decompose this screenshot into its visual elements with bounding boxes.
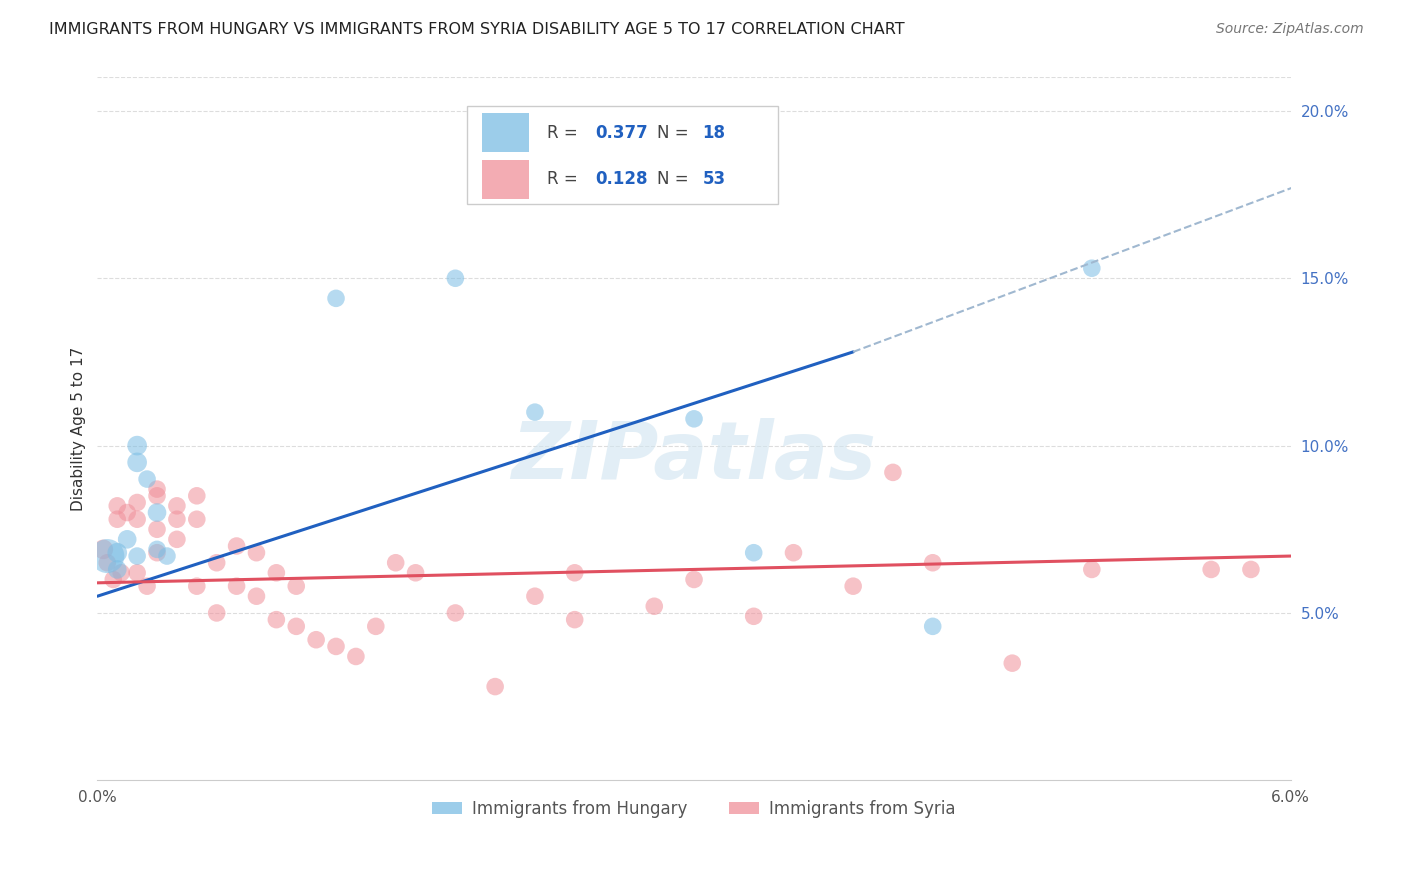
Point <box>523 589 546 603</box>
Point <box>146 542 169 557</box>
Point <box>564 613 586 627</box>
Point <box>1001 656 1024 670</box>
Point <box>444 271 467 285</box>
Point <box>103 573 125 587</box>
Text: N =: N = <box>657 170 695 188</box>
Point <box>266 566 288 580</box>
Point <box>146 546 169 560</box>
Text: Source: ZipAtlas.com: Source: ZipAtlas.com <box>1216 22 1364 37</box>
Point <box>842 579 865 593</box>
Point <box>127 495 149 509</box>
Point <box>921 556 943 570</box>
Text: 18: 18 <box>703 124 725 142</box>
Point <box>643 599 665 614</box>
Point <box>882 466 904 480</box>
Point <box>742 546 765 560</box>
FancyBboxPatch shape <box>467 105 778 204</box>
Point <box>1240 562 1263 576</box>
Point <box>146 482 169 496</box>
Point <box>186 489 208 503</box>
Point <box>105 546 128 560</box>
Text: 53: 53 <box>703 170 725 188</box>
Point <box>325 640 347 654</box>
Point <box>225 579 247 593</box>
Point <box>205 556 228 570</box>
Point <box>105 562 128 576</box>
Text: R =: R = <box>547 170 583 188</box>
Point <box>523 405 546 419</box>
Point <box>127 549 149 563</box>
Text: 0.377: 0.377 <box>595 124 648 142</box>
Point <box>136 472 159 486</box>
Point <box>127 439 149 453</box>
Point <box>105 499 128 513</box>
Point <box>146 489 169 503</box>
Point <box>115 506 138 520</box>
Point <box>186 512 208 526</box>
Point <box>245 546 267 560</box>
Point <box>96 549 118 563</box>
Point <box>325 291 347 305</box>
Point <box>266 613 288 627</box>
Text: ZIPatlas: ZIPatlas <box>512 418 876 496</box>
Point <box>364 619 387 633</box>
Point <box>285 579 308 593</box>
Point <box>564 566 586 580</box>
Point <box>91 542 114 557</box>
Point <box>1081 562 1104 576</box>
Point <box>444 606 467 620</box>
Point <box>110 566 132 580</box>
Text: 0.128: 0.128 <box>595 170 648 188</box>
Point <box>156 549 179 563</box>
Text: R =: R = <box>547 124 583 142</box>
Y-axis label: Disability Age 5 to 17: Disability Age 5 to 17 <box>72 347 86 511</box>
FancyBboxPatch shape <box>482 113 529 152</box>
Point <box>484 680 506 694</box>
Point <box>742 609 765 624</box>
Text: IMMIGRANTS FROM HUNGARY VS IMMIGRANTS FROM SYRIA DISABILITY AGE 5 TO 17 CORRELAT: IMMIGRANTS FROM HUNGARY VS IMMIGRANTS FR… <box>49 22 905 37</box>
Point <box>1199 562 1222 576</box>
Point <box>921 619 943 633</box>
Point <box>127 512 149 526</box>
Point <box>205 606 228 620</box>
Text: N =: N = <box>657 124 695 142</box>
Point <box>96 556 118 570</box>
Point <box>1081 261 1104 276</box>
Point <box>225 539 247 553</box>
Point <box>405 566 427 580</box>
Point <box>384 556 406 570</box>
Point <box>245 589 267 603</box>
Point <box>683 412 706 426</box>
Point <box>146 522 169 536</box>
Point <box>127 455 149 469</box>
Point <box>166 499 188 513</box>
Point <box>166 512 188 526</box>
Point <box>344 649 367 664</box>
Point <box>285 619 308 633</box>
Point <box>186 579 208 593</box>
Legend: Immigrants from Hungary, Immigrants from Syria: Immigrants from Hungary, Immigrants from… <box>426 793 963 825</box>
Point <box>115 533 138 547</box>
FancyBboxPatch shape <box>482 160 529 199</box>
Point <box>146 506 169 520</box>
Point <box>136 579 159 593</box>
Point <box>166 533 188 547</box>
Point <box>105 512 128 526</box>
Point <box>127 566 149 580</box>
Point <box>782 546 804 560</box>
Point <box>305 632 328 647</box>
Point <box>683 573 706 587</box>
